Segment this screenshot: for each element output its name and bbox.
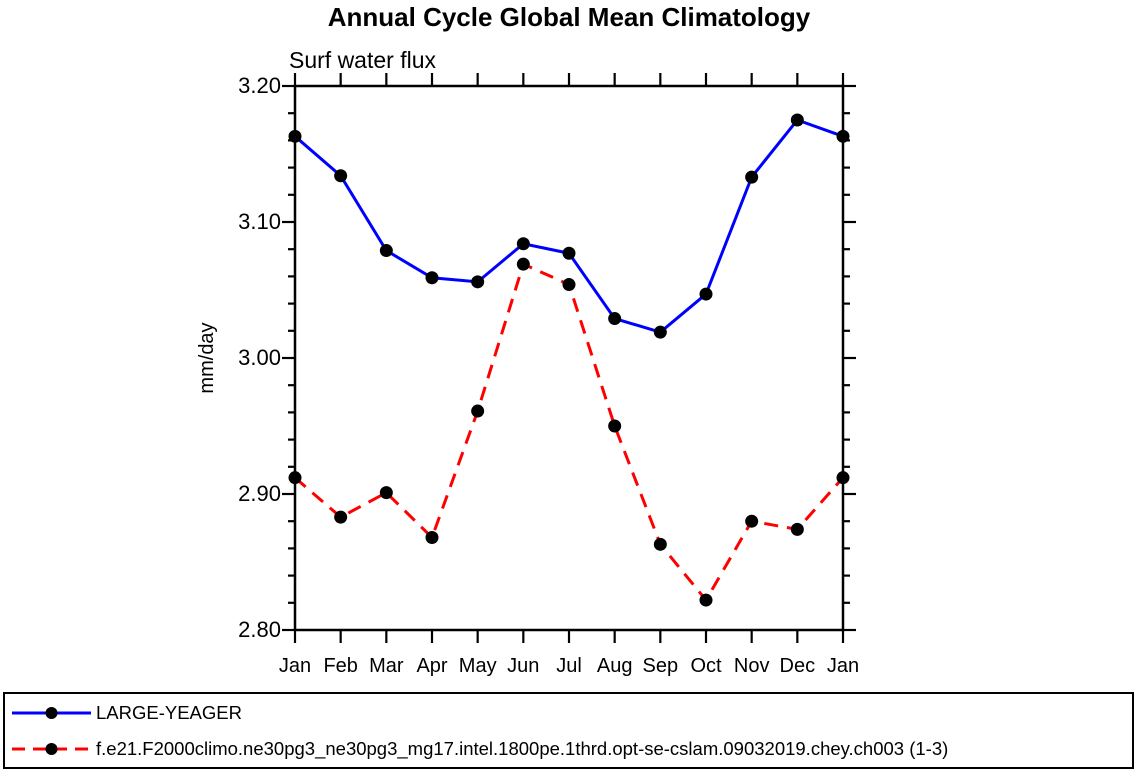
x-tick-label: Jun [507,655,540,677]
x-tick-label: Aug [596,655,633,677]
legend-line-solid-icon [12,707,91,719]
x-tick-label: Sep [642,655,679,677]
y-tick-label: 3.10 [238,209,281,234]
x-tick-label: May [458,655,497,677]
legend-label: LARGE-YEAGER [96,702,242,723]
legend-box: LARGE-YEAGER f.e21.F2000climo.ne30pg3_ne… [3,692,1134,769]
legend-entry-model-run: f.e21.F2000climo.ne30pg3_ne30pg3_mg17.in… [10,737,948,761]
legend-entry-large-yeager: LARGE-YEAGER [10,701,242,725]
legend-line-dashed-icon [12,743,91,755]
y-tick-label: 3.20 [238,73,281,98]
x-tick-label: Nov [733,655,770,677]
x-tick-label: Dec [779,655,816,677]
y-tick-label: 3.00 [238,345,281,370]
chart-title: Annual Cycle Global Mean Climatology [327,2,811,32]
x-tick-label: Jan [278,655,312,677]
y-tick-label: 2.90 [238,481,281,506]
legend-label: f.e21.F2000climo.ne30pg3_ne30pg3_mg17.in… [96,738,949,759]
x-tick-label: Feb [323,655,358,677]
x-tick-label: Jul [556,655,582,677]
y-tick-label: 2.80 [238,617,281,642]
x-tick-label: Mar [369,655,404,677]
chart-subtitle: Surf water flux [289,47,436,73]
x-tick-label: Jan [826,655,860,677]
x-tick-label: Apr [416,655,448,677]
x-tick-label: Oct [690,655,722,677]
